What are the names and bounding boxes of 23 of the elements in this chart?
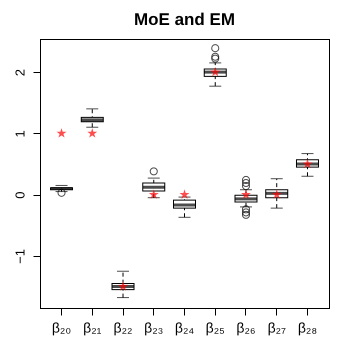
y-tick-label: 1 bbox=[12, 130, 28, 138]
point bbox=[87, 128, 98, 138]
y-tick-label: −1 bbox=[12, 249, 28, 264]
x-tick-label: β₂₂ bbox=[114, 320, 132, 336]
x-tick-label: β₂₃ bbox=[144, 320, 164, 336]
point bbox=[148, 189, 159, 199]
point bbox=[272, 189, 282, 199]
point bbox=[118, 281, 128, 291]
y-tick-label: 0 bbox=[12, 192, 28, 199]
point bbox=[210, 66, 220, 76]
x-tick-label: β₂₀ bbox=[52, 320, 72, 336]
x-tick-label: β₂₈ bbox=[298, 320, 318, 336]
x-tick-label: β₂₆ bbox=[236, 320, 256, 336]
point bbox=[302, 158, 312, 168]
x-tick-label: β₂₇ bbox=[268, 320, 286, 336]
x-tick-label: β₂₁ bbox=[83, 320, 102, 336]
chart-title: MoE and EM bbox=[134, 10, 236, 29]
point bbox=[56, 128, 67, 138]
y-tick-label: 2 bbox=[12, 68, 28, 76]
point bbox=[180, 189, 190, 199]
x-tick-label: β₂₅ bbox=[206, 320, 225, 336]
point bbox=[241, 189, 251, 199]
x-tick-label: β₂₄ bbox=[174, 320, 194, 336]
